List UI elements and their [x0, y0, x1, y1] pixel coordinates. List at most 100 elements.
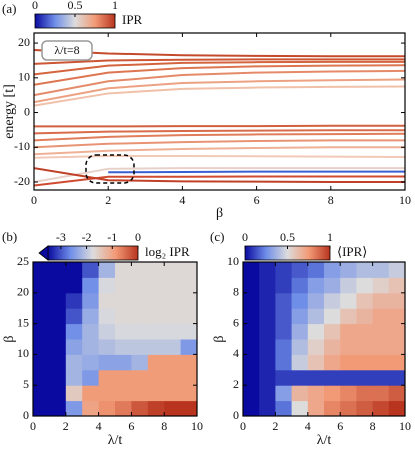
x-tick-label: 6 — [128, 419, 134, 433]
heatmap-cell — [131, 354, 149, 371]
heatmap-cell — [324, 369, 341, 386]
heatmap-cell — [147, 400, 165, 416]
spectrum-line — [34, 139, 405, 149]
heatmap-cell — [147, 369, 165, 386]
y-tick-label: 10 — [227, 254, 239, 268]
heatmap-cell — [307, 339, 325, 355]
heatmap-cell — [388, 385, 405, 402]
heatmap-cell — [164, 400, 182, 416]
heatmap-cell — [115, 354, 132, 371]
heatmap-cell — [147, 385, 165, 402]
heatmap-cell — [49, 339, 67, 355]
heatmap-cell — [33, 292, 50, 309]
heatmap-cell — [131, 323, 149, 340]
heatmap-cell — [307, 262, 325, 278]
heatmap-cell — [275, 323, 293, 340]
y-axis-label: β — [2, 335, 17, 342]
heatmap-cell — [180, 323, 197, 340]
heatmap-cell — [115, 292, 132, 309]
heatmap-cell — [115, 400, 132, 416]
y-tick-label: -10 — [14, 139, 30, 153]
heatmap-cell — [307, 292, 325, 309]
plot-area — [243, 262, 405, 416]
heatmap-cell — [49, 400, 67, 416]
heatmap-cell — [115, 308, 132, 325]
heatmap-cell — [147, 339, 165, 355]
heatmap-cell — [372, 339, 390, 355]
heatmap-cell — [98, 292, 116, 309]
heatmap-cell — [180, 385, 197, 402]
heatmap-cell — [180, 354, 197, 371]
heatmap-cell — [65, 400, 83, 416]
heatmap-cell — [49, 369, 67, 386]
heatmap-cell — [164, 292, 182, 309]
heatmap-cell — [275, 308, 293, 325]
panel: -3 -2 -1 0 log₂ IPR (b) 0 2 4 6 8 10 0 5 10 15 20 25 λ/t β — [2, 229, 203, 448]
heatmap-cell — [324, 339, 341, 355]
heatmap-cell — [49, 354, 67, 371]
plot-area — [33, 262, 197, 416]
x-tick-label: 10 — [399, 193, 411, 207]
frame — [33, 32, 406, 191]
heatmap-cell — [82, 323, 100, 340]
x-axis-label: β — [216, 206, 223, 221]
heatmap-cell — [164, 369, 182, 386]
panel-label: (b) — [2, 229, 17, 244]
heatmap-cell — [164, 339, 182, 355]
heatmap-cell — [259, 354, 276, 371]
heatmap-cell — [291, 354, 309, 371]
heatmap-cell — [275, 385, 293, 402]
heatmap-cell — [372, 262, 390, 278]
heatmap-cell — [340, 262, 357, 278]
colorbar-extend — [38, 245, 49, 261]
heatmap-cell — [33, 262, 50, 278]
spectrum-line — [34, 129, 405, 135]
annotation: λ/t=8 — [54, 43, 79, 57]
heatmap-cell — [164, 277, 182, 294]
heatmap-cell — [65, 369, 83, 386]
y-tick-label: -20 — [14, 174, 30, 188]
heatmap-cell — [356, 292, 374, 309]
heatmap-cell — [243, 262, 260, 278]
y-tick-label: 0 — [24, 104, 30, 118]
x-tick-label: 4 — [179, 193, 185, 207]
y-tick-label: 20 — [18, 35, 30, 49]
heatmap-cell — [131, 262, 149, 278]
heatmap-cell — [307, 308, 325, 325]
x-axis-label: λ/t — [317, 433, 332, 448]
heatmap-cell — [98, 262, 116, 278]
heatmap-cell — [33, 354, 50, 371]
heatmap-cell — [388, 292, 405, 309]
heatmap-cell — [147, 277, 165, 294]
plot-area — [34, 49, 405, 187]
heatmap-cell — [180, 262, 197, 278]
spectrum-line — [34, 167, 405, 183]
x-tick-label: 10 — [191, 419, 203, 433]
heatmap-cell — [98, 339, 116, 355]
heatmap-cell — [388, 277, 405, 294]
heatmap-cell — [291, 308, 309, 325]
heatmap-cell — [307, 354, 325, 371]
spectrum-line — [34, 124, 405, 128]
heatmap-cell — [291, 369, 309, 386]
heatmap-cell — [291, 323, 309, 340]
heatmap-cell — [65, 277, 83, 294]
heatmap-cell — [324, 385, 341, 402]
heatmap-cell — [372, 308, 390, 325]
heatmap-cell — [65, 292, 83, 309]
heatmap-cell — [147, 323, 165, 340]
heatmap-cell — [340, 308, 357, 325]
heatmap-cell — [164, 354, 182, 371]
heatmap-cell — [324, 262, 341, 278]
heatmap-cell — [259, 385, 276, 402]
y-axis-label: β — [212, 335, 227, 342]
y-tick-label: 4 — [233, 346, 239, 360]
colorbar-tick-label: 1 — [112, 0, 118, 12]
colorbar-tick-label: 0 — [242, 230, 248, 244]
heatmap-cell — [356, 323, 374, 340]
heatmap-cell — [340, 323, 357, 340]
highlight-box — [85, 154, 135, 184]
y-tick-label: 15 — [17, 315, 29, 329]
heatmap-cell — [82, 400, 100, 416]
heatmap-cell — [115, 323, 132, 340]
